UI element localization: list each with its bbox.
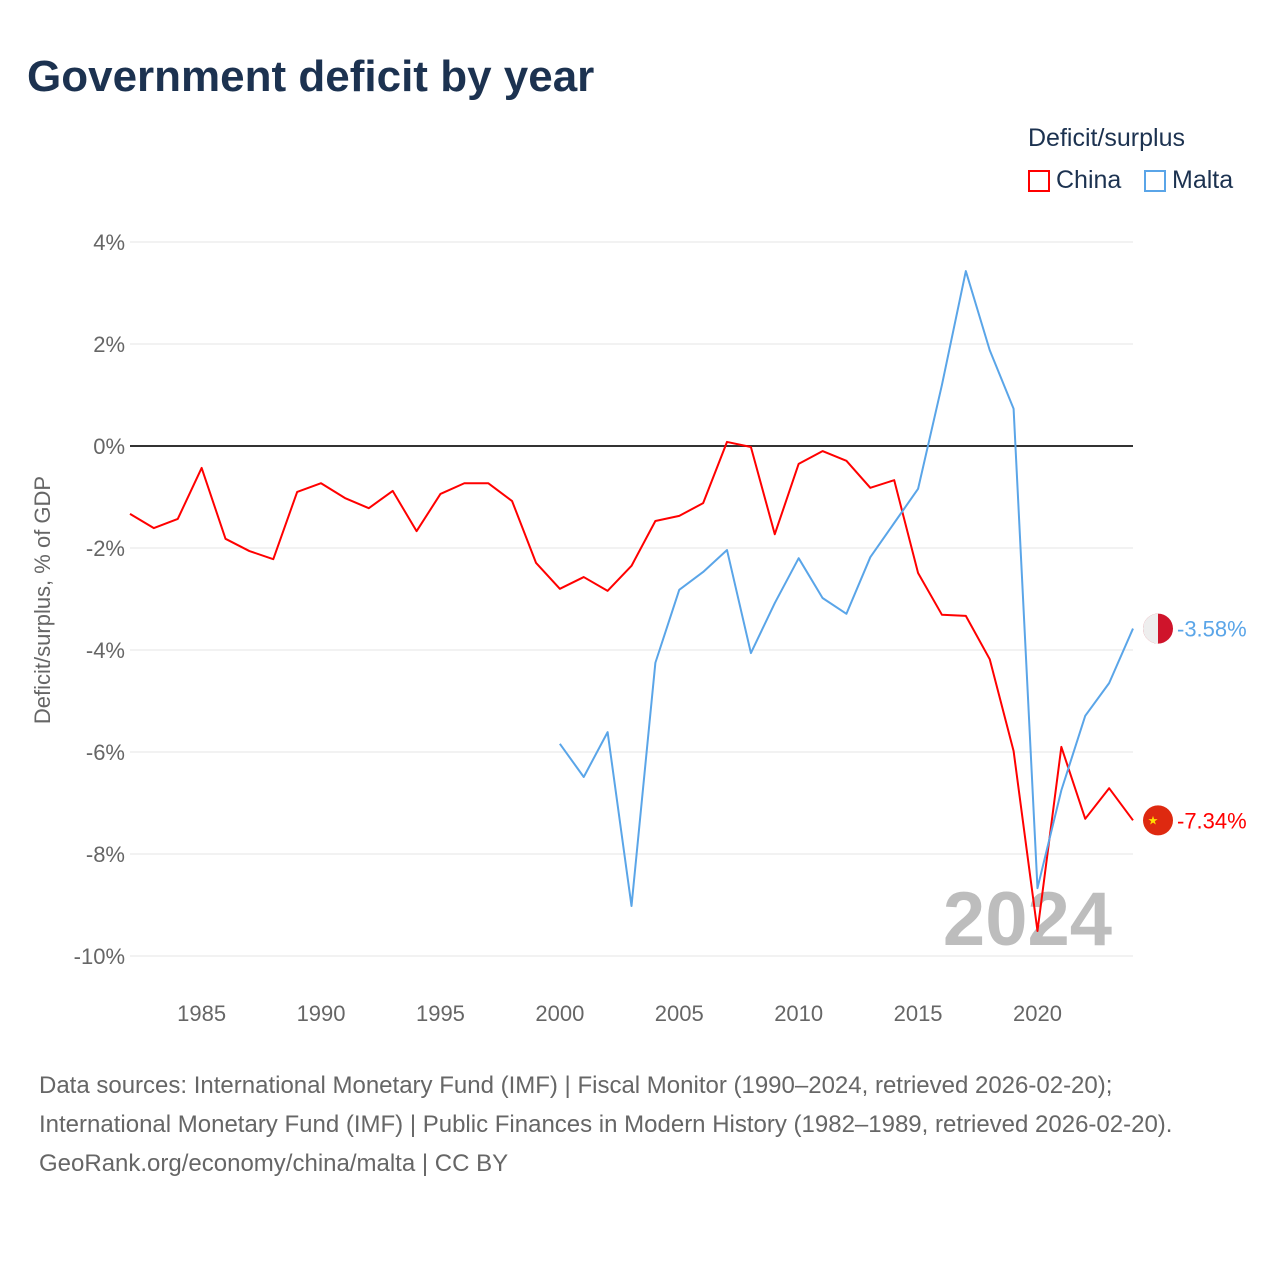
- x-tick-label: 2000: [535, 1001, 584, 1026]
- y-tick-label: -8%: [86, 842, 125, 867]
- x-tick-label: 2005: [655, 1001, 704, 1026]
- line-chart: 4% 2% 0% -2% -4% -6% -8% -10% 1985 1990 1995 2000 20…: [30, 230, 1247, 1026]
- footer: Data sources: International Monetary Fun…: [39, 1066, 1239, 1183]
- flag-white-half-icon: [1143, 613, 1158, 644]
- legend-item-china[interactable]: China: [1028, 166, 1121, 195]
- y-tick-label: 2%: [93, 332, 125, 357]
- flag-star-icon: ★: [1148, 813, 1159, 827]
- data-sources: Data sources: International Monetary Fun…: [39, 1072, 1173, 1138]
- series-line-malta: [559, 270, 1134, 908]
- end-value-label-china: -7.34%: [1177, 808, 1247, 833]
- y-tick-label: 0%: [93, 434, 125, 459]
- y-tick-label: -10%: [74, 944, 125, 969]
- x-tick-label: 1995: [416, 1001, 465, 1026]
- legend-label: China: [1056, 166, 1122, 194]
- x-tick-label: 1985: [177, 1001, 226, 1026]
- china-flag-icon: [1143, 805, 1173, 836]
- legend-swatch-malta: [1144, 169, 1166, 192]
- chart-title: Government deficit by year: [27, 52, 595, 101]
- credit-link[interactable]: GeoRank.org/economy/china/malta | CC BY: [39, 1150, 509, 1177]
- x-tick-label: 1990: [297, 1001, 346, 1026]
- y-tick-label: -2%: [86, 536, 125, 561]
- end-value-label-malta: -3.58%: [1177, 617, 1247, 642]
- legend-title: Deficit/surplus: [1028, 124, 1185, 152]
- legend-item-malta[interactable]: Malta: [1144, 166, 1233, 195]
- y-tick-label: -6%: [86, 740, 125, 765]
- x-tick-label: 2020: [1013, 1001, 1062, 1026]
- series-line-china: [129, 440, 1134, 933]
- legend-label: Malta: [1172, 166, 1234, 194]
- y-axis-label: Deficit/surplus, % of GDP: [30, 476, 55, 724]
- x-tick-label: 2015: [894, 1001, 943, 1026]
- y-tick-label: 4%: [93, 230, 125, 255]
- y-tick-label: -4%: [86, 638, 125, 663]
- x-tick-label: 2010: [774, 1001, 823, 1026]
- legend-swatch-china: [1028, 169, 1050, 192]
- year-watermark: 2024: [943, 877, 1112, 962]
